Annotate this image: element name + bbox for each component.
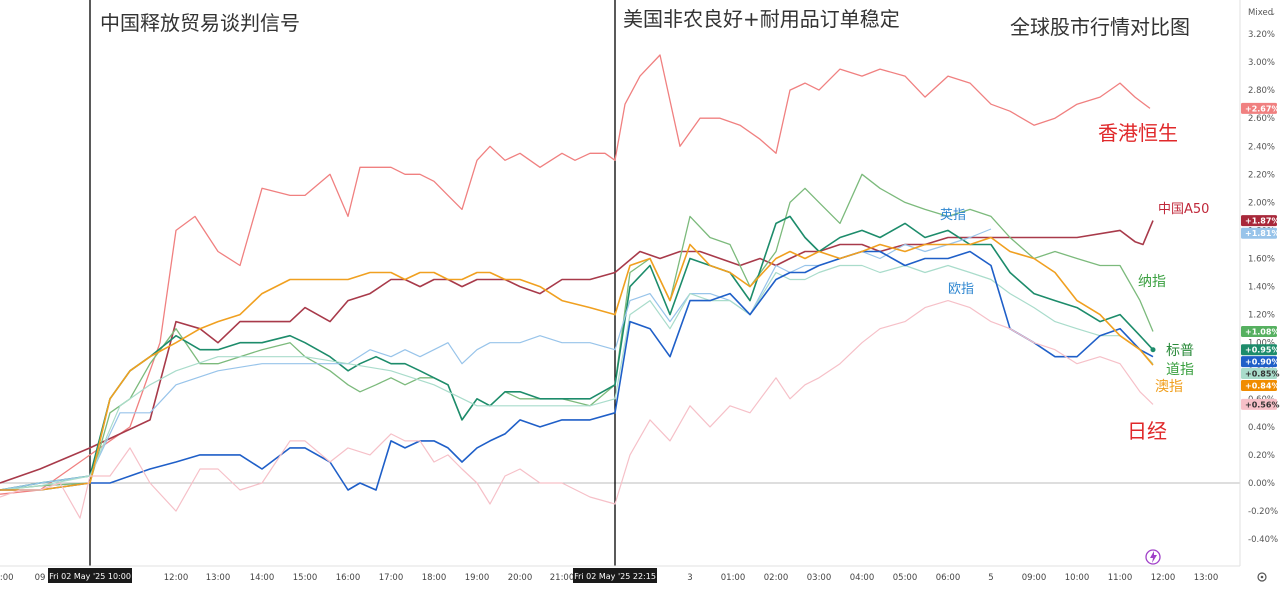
badge-text: +0.85% <box>1245 370 1279 379</box>
last-value-badge: +0.84% <box>1241 379 1279 391</box>
y-tick-label: 2.80% <box>1248 86 1275 96</box>
x-tick-label: 14:00 <box>250 573 275 583</box>
series-label: 日经 <box>1127 419 1167 443</box>
x-tick-label: 16:00 <box>336 573 361 583</box>
badge-text: +1.81% <box>1245 229 1279 238</box>
crosshair-time-text: Fri 02 May '25 10:00 <box>49 572 131 581</box>
y-tick-label: 2.20% <box>1248 170 1275 180</box>
x-tick-label: 3 <box>687 573 692 583</box>
lightning-icon[interactable] <box>1145 549 1161 565</box>
crosshair-time-text: Fri 02 May '25 22:15 <box>574 572 656 581</box>
x-tick-label: 13:00 <box>206 573 231 583</box>
badge-text: +0.95% <box>1245 346 1279 355</box>
x-tick-label: 15:00 <box>293 573 318 583</box>
series-label: 香港恒生 <box>1098 121 1178 145</box>
scale-mode-label[interactable]: Mixed <box>1248 8 1273 18</box>
series-label: 澳指 <box>1155 379 1183 395</box>
x-tick-label: 09:00 <box>1022 573 1047 583</box>
y-tick-label: 0.20% <box>1248 451 1275 461</box>
x-tick-label: 8:00 <box>0 573 14 583</box>
series-line-0 <box>0 54 1151 495</box>
x-tick-label: 12:00 <box>164 573 189 583</box>
last-value-badge: +0.90% <box>1241 356 1279 368</box>
series-line-3 <box>0 215 1154 491</box>
series-line-6 <box>0 250 1154 491</box>
y-tick-label: 3.00% <box>1248 58 1275 68</box>
scale-mode-chevron-icon[interactable]: ⌄ <box>1270 9 1276 17</box>
last-value-badge: +1.81% <box>1241 227 1279 239</box>
series-last-point <box>1150 347 1156 353</box>
x-tick-label: 17:00 <box>379 573 404 583</box>
series-label: 道指 <box>1166 362 1194 378</box>
last-value-badge: +1.87% <box>1241 215 1279 227</box>
x-tick-label: 02:00 <box>764 573 789 583</box>
y-tick-label: 0.00% <box>1248 479 1275 489</box>
y-tick-label: 2.60% <box>1248 114 1275 124</box>
crosshair-time-label: Fri 02 May '25 10:00 <box>48 568 132 583</box>
y-tick-label: 1.00% <box>1248 339 1275 349</box>
y-tick-label: 0.40% <box>1248 423 1275 433</box>
x-tick-label: 18:00 <box>422 573 447 583</box>
series-line-8 <box>0 300 1154 519</box>
series-label: 标普 <box>1166 343 1194 359</box>
y-tick-label: -0.20% <box>1248 507 1278 517</box>
y-tick-label: 2.40% <box>1248 142 1275 152</box>
x-tick-label: 09 <box>35 573 46 583</box>
badge-text: +1.87% <box>1245 217 1279 226</box>
last-value-badge: +1.08% <box>1241 325 1279 337</box>
last-value-badge: +0.95% <box>1241 344 1279 356</box>
annotation-china-trade-signal: 中国释放贸易谈判信号 <box>100 11 300 35</box>
badge-text: +0.56% <box>1245 400 1279 409</box>
vertical-markers <box>89 0 616 566</box>
x-tick-label: 04:00 <box>850 573 875 583</box>
y-tick-label: 1.20% <box>1248 311 1275 321</box>
y-tick-label: 3.20% <box>1248 30 1275 40</box>
x-tick-label: 06:00 <box>936 573 961 583</box>
badge-text: +0.84% <box>1245 381 1279 390</box>
settings-gear-icon[interactable] <box>1257 572 1267 582</box>
last-value-badge: +0.85% <box>1241 368 1279 380</box>
x-tick-label: 03:00 <box>807 573 832 583</box>
x-tick-label: 13:00 <box>1194 573 1219 583</box>
x-tick-label: 19:00 <box>465 573 490 583</box>
y-tick-label: 2.00% <box>1248 198 1275 208</box>
x-tick-label: 05:00 <box>893 573 918 583</box>
y-tick-label: 1.60% <box>1248 255 1275 265</box>
y-tick-label: 1.40% <box>1248 283 1275 293</box>
x-tick-label: 5 <box>988 573 993 583</box>
series-line-2 <box>0 173 1154 491</box>
last-value-badges: +2.67% +1.87% +1.81% +1.08% +0.95% +0.90% +0.8… <box>1241 102 1279 410</box>
x-tick-label: 10:00 <box>1065 573 1090 583</box>
y-tick-label: -0.40% <box>1248 535 1278 545</box>
x-axis[interactable]: 8:00 09 12:00 13:00 14:00 15:00 16:00 17:00 18:0… <box>0 568 1218 583</box>
badge-text: +0.90% <box>1245 358 1279 367</box>
series-label: 纳指 <box>1138 274 1166 290</box>
series-label: 欧指 <box>948 282 974 297</box>
last-value-badge: +0.56% <box>1241 398 1279 410</box>
last-value-badge: +2.67% <box>1241 102 1279 114</box>
x-tick-label: 01:00 <box>721 573 746 583</box>
series-line-1 <box>0 220 1154 484</box>
series-line-5 <box>0 264 1154 491</box>
badge-text: +1.08% <box>1245 327 1279 336</box>
series-layer <box>0 54 1156 519</box>
x-tick-label: 11:00 <box>1108 573 1133 583</box>
x-tick-label: 20:00 <box>508 573 533 583</box>
crosshair-time-label: Fri 02 May '25 22:15 <box>573 568 657 583</box>
x-tick-label: 21:00 <box>550 573 575 583</box>
x-tick-label: 12:00 <box>1151 573 1176 583</box>
series-label: 中国A50 <box>1158 202 1209 217</box>
series-label: 英指 <box>940 208 966 223</box>
annotation-us-nfp-durable: 美国非农良好+耐用品订单稳定 <box>623 7 900 31</box>
badge-text: +2.67% <box>1245 104 1279 113</box>
series-line-7 <box>0 236 1154 491</box>
annotations: 中国释放贸易谈判信号 美国非农良好+耐用品订单稳定 全球股市行情对比图 <box>100 7 1190 39</box>
chart-title: 全球股市行情对比图 <box>1010 15 1190 39</box>
